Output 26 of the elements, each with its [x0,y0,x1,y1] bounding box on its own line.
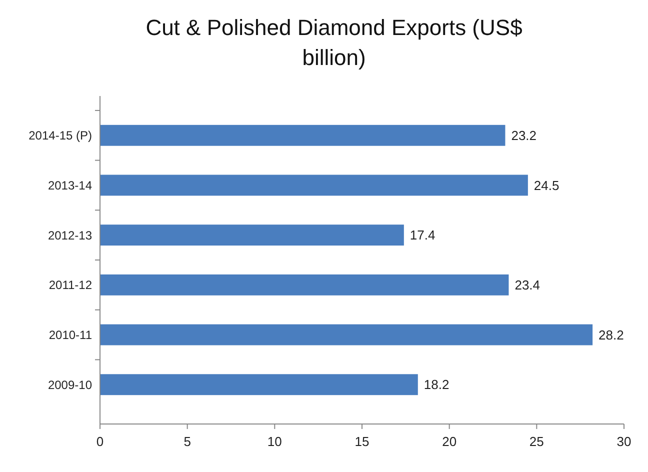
bar [100,374,418,396]
x-tick-label: 0 [96,434,104,449]
data-label: 18.2 [424,377,450,392]
bar [100,124,506,146]
x-tick-label: 20 [442,434,457,449]
chart-title: Cut & Polished Diamond Exports (US$ billion) [146,15,522,70]
data-label: 28.2 [598,327,624,342]
x-tick-label: 15 [354,434,370,449]
y-tick-label: 2009-10 [48,378,92,392]
bar [100,324,593,346]
x-tick-label: 30 [616,434,632,449]
y-tick-label: 2012-13 [48,228,92,242]
data-label: 23.2 [511,128,537,143]
bar [100,274,509,296]
x-tick-label: 5 [184,434,191,449]
x-tick-label: 25 [529,434,544,449]
bar [100,224,404,246]
bar [100,174,528,196]
data-label: 24.5 [534,178,560,193]
data-label: 23.4 [514,277,540,292]
y-tick-label: 2014-15 (P) [28,128,92,143]
y-tick-label: 2010-11 [48,328,92,342]
x-tick-label: 10 [267,434,282,449]
y-tick-label: 2013-14 [48,178,92,192]
data-label: 17.4 [410,228,436,243]
y-tick-label: 2011-12 [48,278,92,292]
